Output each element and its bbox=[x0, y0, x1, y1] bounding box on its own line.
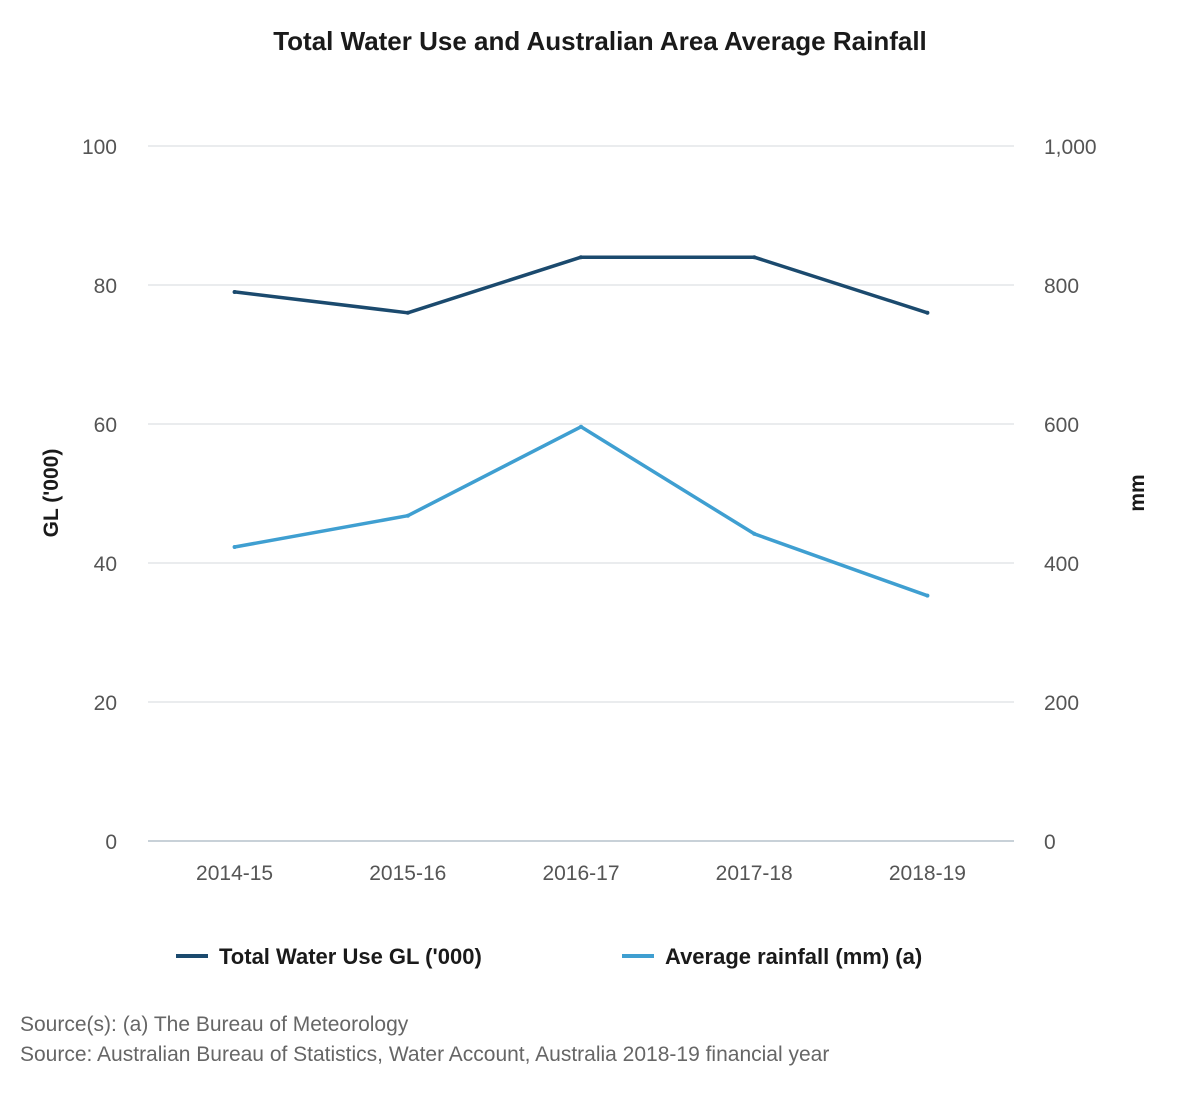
source-note-abs: Source: Australian Bureau of Statistics,… bbox=[20, 1043, 830, 1066]
left-tick-label: 80 bbox=[94, 275, 117, 298]
gridlines bbox=[148, 145, 1014, 842]
right-tick-label: 400 bbox=[1044, 553, 1079, 576]
x-tick-label: 2017-18 bbox=[716, 862, 793, 885]
x-tick-label: 2016-17 bbox=[542, 862, 619, 885]
left-axis-ticks: 0 20 40 60 80 100 bbox=[82, 136, 117, 854]
left-tick-label: 40 bbox=[94, 553, 117, 576]
data-point-water-use[interactable] bbox=[405, 310, 410, 315]
data-point-rainfall[interactable] bbox=[752, 531, 757, 536]
x-tick-label: 2018-19 bbox=[889, 862, 966, 885]
data-point-water-use[interactable] bbox=[925, 310, 930, 315]
data-point-rainfall[interactable] bbox=[405, 513, 410, 518]
left-tick-label: 60 bbox=[94, 414, 117, 437]
right-tick-label: 0 bbox=[1044, 831, 1056, 854]
legend-label-rainfall: Average rainfall (mm) (a) bbox=[665, 944, 922, 969]
x-tick-label: 2014-15 bbox=[196, 862, 273, 885]
data-point-water-use[interactable] bbox=[752, 255, 757, 260]
left-axis-title: GL ('000) bbox=[40, 449, 63, 538]
data-point-rainfall[interactable] bbox=[232, 545, 237, 550]
right-tick-label: 1,000 bbox=[1044, 136, 1097, 159]
legend-label-water-use: Total Water Use GL ('000) bbox=[219, 944, 482, 969]
chart-title: Total Water Use and Australian Area Aver… bbox=[273, 26, 927, 56]
left-tick-label: 0 bbox=[105, 831, 117, 854]
right-axis-title: mm bbox=[1126, 474, 1149, 511]
left-tick-label: 20 bbox=[94, 692, 117, 715]
left-tick-label: 100 bbox=[82, 136, 117, 159]
series-line-rainfall[interactable] bbox=[232, 425, 930, 598]
data-point-rainfall[interactable] bbox=[925, 593, 930, 598]
right-tick-label: 200 bbox=[1044, 692, 1079, 715]
legend-item-water-use[interactable]: Total Water Use GL ('000) bbox=[176, 944, 482, 969]
series-layer bbox=[232, 255, 930, 598]
x-tick-label: 2015-16 bbox=[369, 862, 446, 885]
x-axis-ticks: 2014-15 2015-16 2016-17 2017-18 2018-19 bbox=[196, 862, 966, 885]
legend-item-rainfall[interactable]: Average rainfall (mm) (a) bbox=[622, 944, 922, 969]
data-point-rainfall[interactable] bbox=[579, 424, 583, 429]
legend: Total Water Use GL ('000) Average rainfa… bbox=[176, 944, 922, 969]
source-note-bom: Source(s): (a) The Bureau of Meteorology bbox=[20, 1013, 409, 1036]
data-point-water-use[interactable] bbox=[579, 255, 583, 260]
right-tick-label: 600 bbox=[1044, 414, 1079, 437]
data-point-water-use[interactable] bbox=[232, 289, 237, 294]
right-tick-label: 800 bbox=[1044, 275, 1079, 298]
right-axis-ticks: 0 200 400 600 800 1,000 bbox=[1044, 136, 1097, 854]
